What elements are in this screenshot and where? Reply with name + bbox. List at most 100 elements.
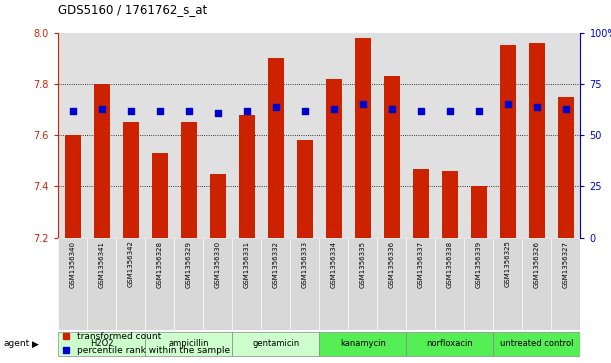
Bar <box>145 33 174 238</box>
Bar <box>552 33 580 238</box>
FancyBboxPatch shape <box>552 238 580 330</box>
Text: GSM1356327: GSM1356327 <box>563 241 569 287</box>
Bar <box>384 76 400 238</box>
Bar <box>262 33 290 238</box>
Bar <box>355 38 371 238</box>
Text: agent: agent <box>3 339 29 348</box>
Point <box>445 108 455 114</box>
Text: GSM1356337: GSM1356337 <box>418 241 424 287</box>
Point <box>503 102 513 107</box>
Point <box>387 106 397 111</box>
Bar <box>319 33 348 238</box>
FancyBboxPatch shape <box>493 238 522 330</box>
Bar <box>87 33 116 238</box>
Point <box>358 102 368 107</box>
FancyBboxPatch shape <box>290 238 319 330</box>
Text: GSM1356333: GSM1356333 <box>302 241 308 287</box>
Bar <box>181 122 197 238</box>
Text: GSM1356339: GSM1356339 <box>476 241 482 287</box>
Bar <box>174 33 203 238</box>
Bar <box>529 43 545 238</box>
Bar <box>116 33 145 238</box>
FancyBboxPatch shape <box>493 332 580 356</box>
Text: GSM1356336: GSM1356336 <box>389 241 395 287</box>
FancyBboxPatch shape <box>348 238 378 330</box>
Bar <box>413 168 429 238</box>
Bar <box>435 33 464 238</box>
FancyBboxPatch shape <box>406 332 493 356</box>
Point <box>126 108 136 114</box>
Text: GSM1356326: GSM1356326 <box>534 241 540 287</box>
Bar <box>471 187 487 238</box>
Bar <box>203 33 232 238</box>
Text: GSM1356342: GSM1356342 <box>128 241 134 287</box>
Text: GSM1356328: GSM1356328 <box>156 241 163 287</box>
Bar <box>65 135 81 238</box>
FancyBboxPatch shape <box>174 238 203 330</box>
Text: norfloxacin: norfloxacin <box>426 339 474 348</box>
Point <box>474 108 484 114</box>
Text: GSM1356330: GSM1356330 <box>214 241 221 287</box>
Point <box>329 106 338 111</box>
FancyBboxPatch shape <box>464 238 493 330</box>
FancyBboxPatch shape <box>145 332 232 356</box>
Point <box>532 103 542 109</box>
Bar <box>378 33 406 238</box>
Text: GSM1356341: GSM1356341 <box>98 241 104 287</box>
FancyBboxPatch shape <box>319 238 348 330</box>
FancyBboxPatch shape <box>522 238 552 330</box>
Text: GDS5160 / 1761762_s_at: GDS5160 / 1761762_s_at <box>58 3 207 16</box>
Text: ▶: ▶ <box>32 339 38 348</box>
Bar <box>268 58 284 238</box>
Text: GSM1356338: GSM1356338 <box>447 241 453 287</box>
FancyBboxPatch shape <box>319 332 406 356</box>
Point <box>68 108 78 114</box>
Point <box>242 108 252 114</box>
Point <box>561 106 571 111</box>
FancyBboxPatch shape <box>58 238 87 330</box>
Bar <box>297 140 313 238</box>
Text: H2O2: H2O2 <box>90 339 113 348</box>
Text: gentamicin: gentamicin <box>252 339 299 348</box>
Bar <box>406 33 435 238</box>
Bar <box>522 33 552 238</box>
Text: untreated control: untreated control <box>500 339 574 348</box>
Text: GSM1356331: GSM1356331 <box>244 241 250 287</box>
Bar <box>493 33 522 238</box>
Point <box>97 106 106 111</box>
Bar <box>558 97 574 238</box>
Bar <box>348 33 377 238</box>
Text: GSM1356335: GSM1356335 <box>360 241 366 287</box>
Text: kanamycin: kanamycin <box>340 339 386 348</box>
FancyBboxPatch shape <box>58 332 145 356</box>
FancyBboxPatch shape <box>232 332 319 356</box>
Point <box>416 108 426 114</box>
Bar <box>442 171 458 238</box>
FancyBboxPatch shape <box>435 238 464 330</box>
Text: GSM1356332: GSM1356332 <box>273 241 279 287</box>
FancyBboxPatch shape <box>406 238 435 330</box>
Bar <box>58 33 87 238</box>
Bar <box>210 174 225 238</box>
FancyBboxPatch shape <box>378 238 406 330</box>
FancyBboxPatch shape <box>116 238 145 330</box>
Text: GSM1356334: GSM1356334 <box>331 241 337 287</box>
Bar <box>464 33 494 238</box>
Bar <box>500 45 516 238</box>
Point <box>184 108 194 114</box>
FancyBboxPatch shape <box>262 238 290 330</box>
Text: GSM1356325: GSM1356325 <box>505 241 511 287</box>
Bar <box>232 33 262 238</box>
Legend: transformed count, percentile rank within the sample: transformed count, percentile rank withi… <box>59 329 233 359</box>
Point <box>155 108 164 114</box>
Bar <box>93 84 109 238</box>
Text: GSM1356329: GSM1356329 <box>186 241 192 287</box>
Bar <box>290 33 320 238</box>
Point <box>271 103 280 109</box>
FancyBboxPatch shape <box>232 238 262 330</box>
Text: GSM1356340: GSM1356340 <box>70 241 76 287</box>
FancyBboxPatch shape <box>203 238 232 330</box>
FancyBboxPatch shape <box>145 238 174 330</box>
Bar <box>123 122 139 238</box>
Point <box>213 110 222 115</box>
